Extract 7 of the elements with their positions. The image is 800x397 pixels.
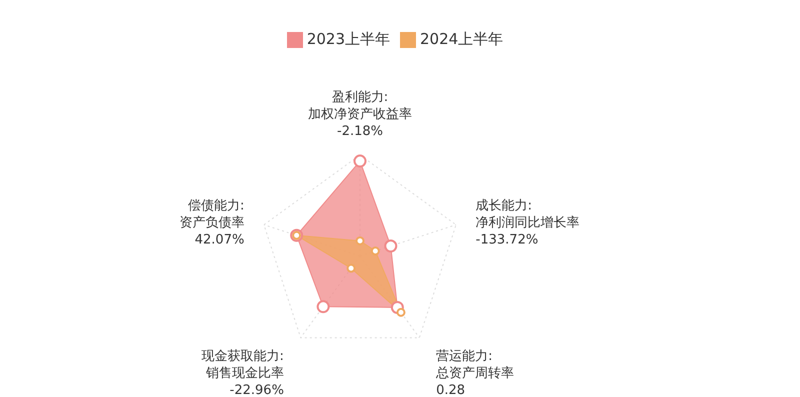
legend-label: 2024上半年 [420,30,504,48]
spoke-label: 偿债能力: 资产负债率 42.07% [179,198,244,248]
spoke-label: 盈利能力: 加权净资产收益率 -2.18% [308,90,412,139]
legend-label: 2023上半年 [306,30,390,48]
spoke-label: 现金获取能力: 销售现金比率 -22.96% [202,349,284,397]
spoke-label: 营运能力: 总资产周转率 0.28 [435,349,514,397]
spoke-label: 成长能力: 净利润同比增长率 -133.72% [476,198,580,248]
